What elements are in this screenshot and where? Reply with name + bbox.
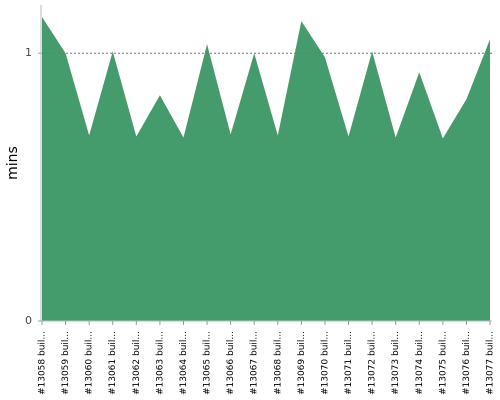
- x-tick-label: #13068 buil...: [273, 331, 283, 395]
- y-tick-label: 1: [25, 46, 32, 59]
- x-tick-label: #13069 buil...: [297, 331, 307, 395]
- area: [42, 17, 490, 322]
- x-tick-label: #13067 buil...: [250, 331, 260, 395]
- x-tick-label: #13071 buil...: [344, 331, 354, 395]
- x-tick-label: #13065 buil...: [203, 331, 213, 395]
- x-tick-label: #13062 buil...: [132, 331, 142, 395]
- x-tick-label: #13070 buil...: [320, 331, 330, 395]
- x-tick-label: #13061 buil...: [108, 331, 118, 395]
- x-tick-label: #13064 buil...: [179, 331, 189, 395]
- x-tick-label: #13077 buil...: [486, 331, 496, 395]
- x-tick-label: #13072 buil...: [368, 331, 378, 395]
- x-tick-label: #13060 buil...: [85, 331, 95, 395]
- x-tick-label: #13073 buil...: [391, 331, 401, 395]
- y-tick-label: 0: [25, 314, 32, 327]
- y-axis-label: mins: [5, 146, 21, 180]
- x-tick-label: #13058 buil...: [38, 331, 48, 395]
- x-tick-label: #13074 buil...: [415, 331, 425, 395]
- x-tick-label: #13066 buil...: [226, 331, 236, 395]
- x-tick-label: #13063 buil...: [155, 331, 165, 395]
- x-tick-label: #13075 buil...: [438, 331, 448, 395]
- x-tick-label: #13076 buil...: [462, 331, 472, 395]
- x-tick-label: #13059 buil...: [61, 331, 71, 395]
